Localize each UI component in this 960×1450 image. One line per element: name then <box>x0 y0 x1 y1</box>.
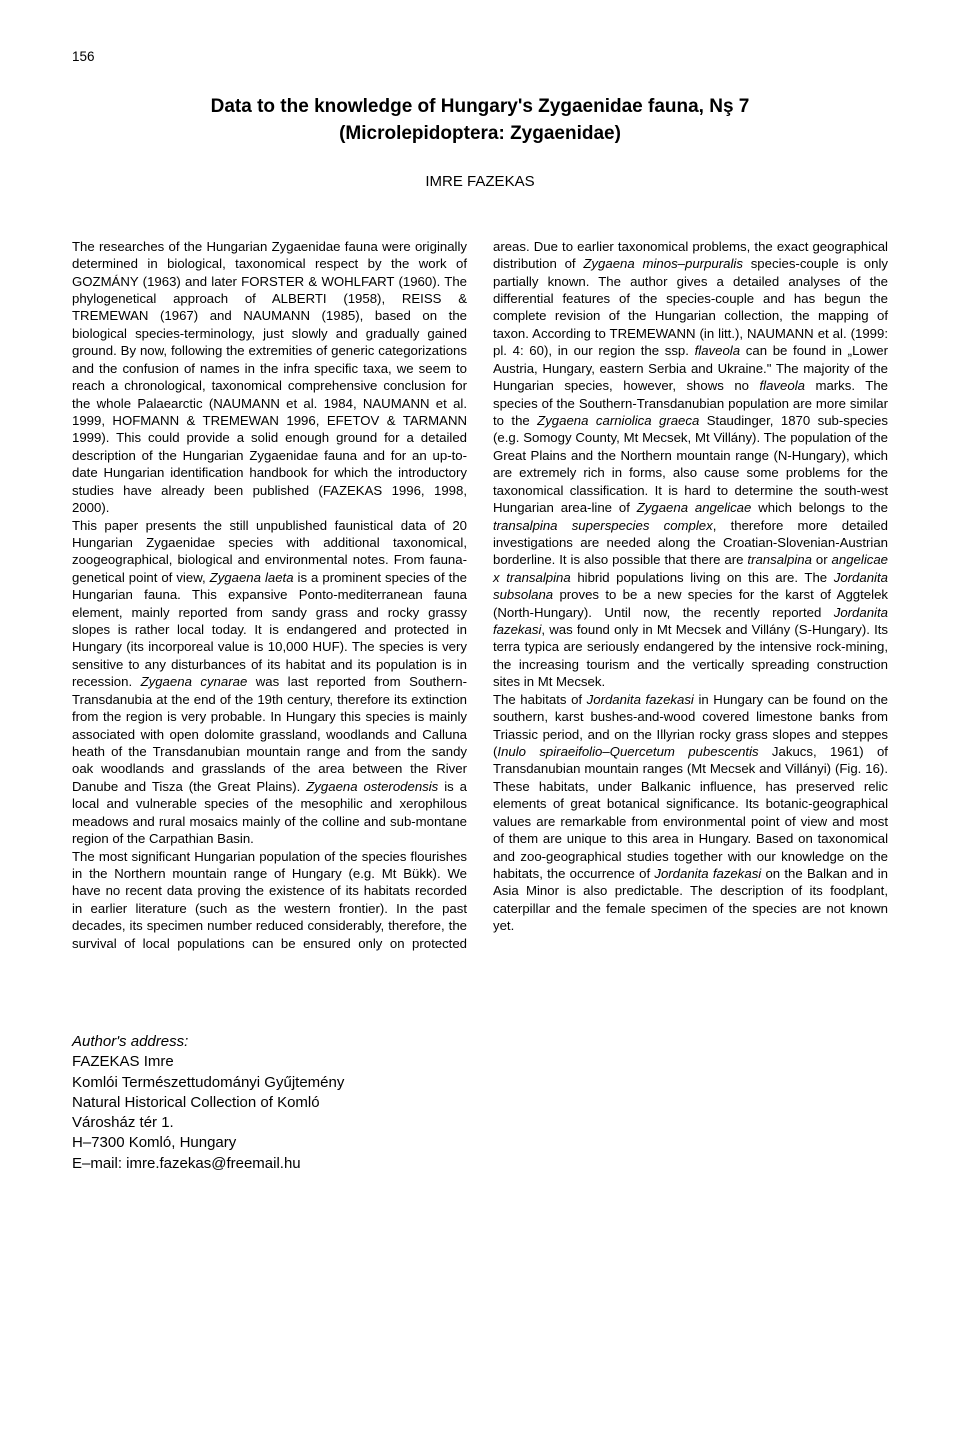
address-name: FAZEKAS Imre <box>72 1052 888 1072</box>
address-email: E–mail: imre.fazekas@freemail.hu <box>72 1154 888 1174</box>
address-label: Author's address: <box>72 1032 888 1052</box>
address-city: H–7300 Komló, Hungary <box>72 1133 888 1153</box>
body-text: The researches of the Hungarian Zygaenid… <box>72 238 888 952</box>
paper-title-line1: Data to the knowledge of Hungary's Zygae… <box>72 94 888 119</box>
address-inst-en: Natural Historical Collection of Komló <box>72 1093 888 1113</box>
address-street: Városház tér 1. <box>72 1113 888 1133</box>
author-address: Author's address: FAZEKAS Imre Komlói Te… <box>72 1032 888 1174</box>
page-number: 156 <box>72 48 888 66</box>
paper-title-line2: (Microlepidoptera: Zygaenidae) <box>72 121 888 146</box>
author-name: IMRE FAZEKAS <box>72 172 888 192</box>
body-paragraphs: The researches of the Hungarian Zygaenid… <box>72 238 888 952</box>
address-inst-hu: Komlói Természettudományi Gyűjtemény <box>72 1073 888 1093</box>
